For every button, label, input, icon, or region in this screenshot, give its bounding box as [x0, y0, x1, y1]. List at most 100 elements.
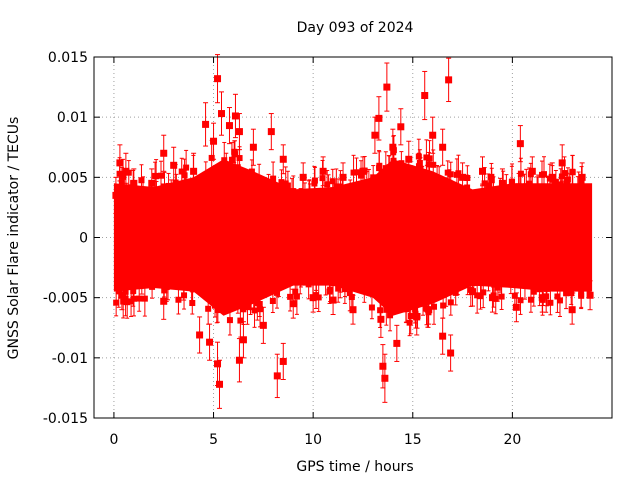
- data-point: [538, 282, 546, 313]
- texture-marker: [248, 294, 255, 301]
- texture-point: [543, 279, 550, 313]
- texture-marker: [494, 284, 501, 291]
- texture-point: [556, 283, 563, 317]
- texture-marker: [536, 286, 543, 293]
- texture-marker: [202, 171, 209, 178]
- data-point-marker: [231, 112, 239, 120]
- data-point: [393, 324, 401, 362]
- data-point: [397, 108, 405, 146]
- texture-point: [275, 274, 282, 298]
- data-point: [383, 62, 391, 112]
- data-point-marker: [148, 179, 156, 187]
- texture-point: [434, 165, 441, 195]
- data-point: [239, 321, 247, 359]
- texture-marker: [208, 154, 215, 161]
- texture-marker: [569, 168, 576, 175]
- texture-marker: [509, 178, 516, 185]
- texture-marker: [407, 313, 414, 320]
- texture-marker: [490, 188, 497, 195]
- data-point-marker: [389, 143, 397, 151]
- texture-point: [477, 282, 484, 310]
- texture-marker: [128, 298, 135, 305]
- texture-marker: [275, 282, 282, 289]
- data-point-marker: [190, 167, 198, 175]
- data-point-marker: [170, 161, 178, 169]
- y-tick-label: 0.01: [57, 110, 88, 126]
- data-point: [279, 144, 287, 175]
- texture-marker: [534, 187, 541, 194]
- data-point-marker: [299, 173, 307, 181]
- data-point-marker: [116, 159, 124, 167]
- data-point-marker: [377, 315, 385, 323]
- texture-point: [447, 289, 454, 316]
- texture-point: [173, 173, 180, 202]
- texture-marker: [189, 300, 196, 307]
- texture-point: [128, 285, 135, 317]
- texture-marker: [213, 302, 220, 309]
- texture-marker: [530, 288, 537, 295]
- texture-point: [488, 167, 495, 193]
- data-point-marker: [528, 167, 536, 175]
- data-point: [516, 125, 524, 163]
- texture-point: [175, 285, 182, 315]
- texture-marker: [141, 295, 148, 302]
- texture-point: [453, 158, 460, 192]
- texture-marker: [382, 165, 389, 172]
- texture-marker: [488, 177, 495, 184]
- data-point: [202, 102, 210, 147]
- texture-point: [161, 171, 168, 202]
- data-point-marker: [130, 179, 138, 187]
- data-point: [299, 162, 307, 193]
- texture-point: [226, 304, 233, 336]
- texture-marker: [480, 289, 487, 296]
- texture-marker: [278, 179, 285, 186]
- texture-marker: [464, 273, 471, 280]
- texture-point: [539, 160, 546, 190]
- texture-marker: [274, 289, 281, 296]
- texture-marker: [578, 292, 585, 299]
- texture-marker: [403, 306, 410, 313]
- texture-marker: [481, 180, 488, 187]
- data-point-marker: [279, 155, 287, 163]
- texture-marker: [289, 188, 296, 195]
- y-axis-ticks: -0.015 -0.01 -0.005 0 0.005 0.01 0.015: [43, 50, 612, 427]
- texture-point: [509, 163, 516, 200]
- data-point-marker: [273, 372, 281, 380]
- texture-marker: [292, 288, 299, 295]
- texture-point: [234, 282, 241, 314]
- texture-point: [306, 183, 313, 216]
- data-point-marker: [488, 294, 496, 302]
- data-point: [548, 162, 556, 193]
- texture-marker: [527, 296, 534, 303]
- texture-marker: [337, 276, 344, 283]
- texture-point: [213, 287, 220, 324]
- texture-marker: [257, 306, 264, 313]
- texture-marker: [322, 278, 329, 285]
- data-point-marker: [479, 167, 486, 175]
- data-point: [405, 140, 413, 178]
- texture-marker: [221, 157, 228, 164]
- texture-point: [165, 172, 172, 199]
- data-point: [235, 113, 243, 151]
- texture-point: [228, 142, 235, 178]
- texture-marker: [256, 176, 263, 183]
- data-point: [170, 146, 178, 184]
- data-point: [421, 70, 429, 121]
- texture-marker: [554, 293, 561, 300]
- texture-marker: [474, 292, 481, 299]
- texture-marker: [237, 317, 244, 324]
- texture-point: [188, 271, 195, 301]
- data-point: [210, 122, 218, 160]
- data-point-marker: [235, 128, 243, 136]
- data-point-marker: [393, 339, 401, 347]
- data-point: [138, 264, 146, 295]
- texture-marker: [269, 298, 276, 305]
- x-axis-ticks: 0 5 10 15 20: [109, 57, 521, 448]
- data-point-marker: [397, 123, 405, 131]
- texture-point: [269, 288, 276, 314]
- texture-marker: [188, 283, 195, 290]
- data-point-marker: [339, 173, 347, 181]
- texture-marker: [315, 294, 322, 301]
- data-point: [339, 162, 347, 193]
- data-point: [459, 162, 467, 193]
